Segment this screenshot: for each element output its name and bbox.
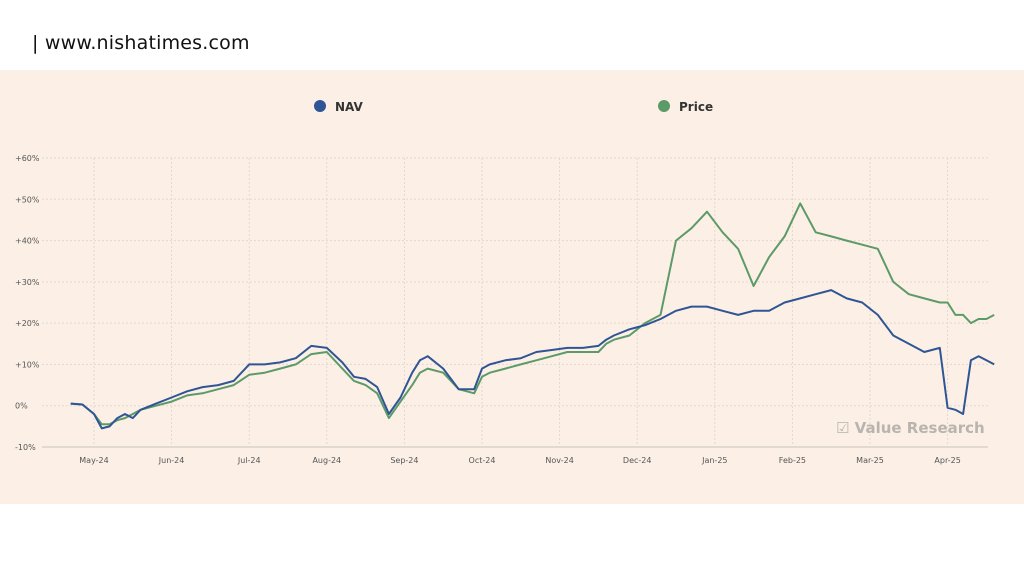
nav-price-chart: NAV Price +60% +50% +40% +30% +20% +10% 0% -10%… [15, 100, 995, 465]
chart-panel: NAV Price +60% +50% +40% +30% +20% +10% 0% -10%… [0, 70, 1024, 504]
legend: NAV Price [314, 100, 713, 114]
series-line-nav[interactable] [70, 289, 995, 430]
x-tick-label: Aug-24 [312, 456, 341, 465]
x-tick-label: May-24 [79, 456, 108, 465]
legend-label-nav[interactable]: NAV [335, 100, 364, 114]
x-tick-label: Jun-24 [158, 456, 185, 465]
legend-marker-price[interactable] [658, 100, 670, 112]
y-tick-label: +40% [15, 237, 40, 246]
x-tick-label: Apr-25 [934, 456, 960, 465]
x-tick-label: Feb-25 [779, 456, 806, 465]
x-tick-label: Dec-24 [623, 456, 652, 465]
x-axis-labels: May-24 Jun-24 Jul-24 Aug-24 Sep-24 Oct-24 Nov-… [79, 456, 961, 465]
series-lines [70, 202, 995, 430]
legend-marker-nav[interactable] [314, 100, 326, 112]
x-tick-label: Mar-25 [856, 456, 884, 465]
x-tick-label: Sep-24 [390, 456, 418, 465]
y-tick-label: -10% [15, 443, 36, 452]
y-tick-label: +20% [15, 319, 40, 328]
x-tick-label: Oct-24 [469, 456, 496, 465]
y-tick-label: 0% [15, 402, 28, 411]
series-line-price[interactable] [70, 202, 995, 426]
x-tick-label: Jul-24 [237, 456, 261, 465]
y-tick-label: +60% [15, 154, 40, 163]
value-research-watermark: ☑ Value Research [836, 419, 985, 437]
legend-label-price[interactable]: Price [679, 100, 713, 114]
site-url-header: | www.nishatimes.com [32, 32, 250, 54]
y-tick-label: +50% [15, 195, 40, 204]
x-tick-label: Nov-24 [545, 456, 573, 465]
y-axis-labels: +60% +50% +40% +30% +20% +10% 0% -10% [15, 154, 40, 452]
grid [42, 157, 988, 448]
y-tick-label: +10% [15, 360, 40, 369]
y-tick-label: +30% [15, 278, 40, 287]
x-tick-label: Jan-25 [701, 456, 727, 465]
